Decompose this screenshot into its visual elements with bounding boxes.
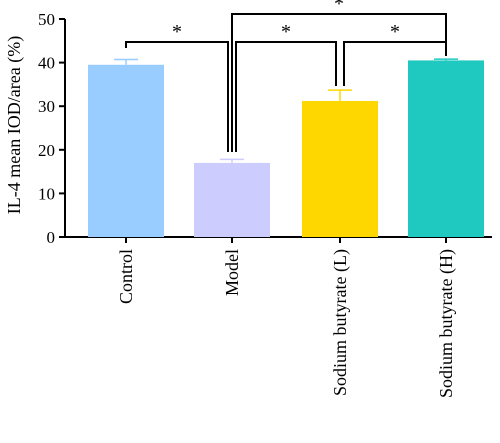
y-tick-label: 20 [38, 141, 55, 160]
significance-brackets: * * * * [125, 0, 447, 152]
significance-label: * [281, 21, 291, 43]
bar [408, 60, 484, 237]
y-tick-label: 40 [38, 54, 55, 73]
bar [194, 162, 270, 237]
x-tick-label: Sodium butyrate (L) [330, 249, 351, 396]
y-tick-label: 10 [38, 184, 55, 203]
significance-label: * [390, 21, 400, 43]
bar [302, 100, 378, 237]
y-tick-label: 30 [38, 97, 55, 116]
y-tick-label: 0 [47, 228, 56, 247]
significance-label: * [334, 0, 344, 15]
bars [88, 58, 484, 237]
axes: 0 10 20 30 40 50 Control Model Sodium butyrate (… [38, 10, 492, 398]
significance-bracket [235, 41, 337, 152]
x-tick-label: Control [116, 249, 136, 304]
significance-bracket [125, 41, 229, 152]
x-tick-label: Model [222, 249, 242, 296]
y-tick-label: 50 [38, 10, 55, 29]
significance-bracket [231, 13, 447, 152]
significance-label: * [172, 21, 182, 43]
x-tick-label: Sodium butyrate (H) [436, 249, 457, 398]
bar [88, 64, 164, 237]
y-axis-label: IL-4 mean IOD/area (%) [4, 36, 25, 214]
